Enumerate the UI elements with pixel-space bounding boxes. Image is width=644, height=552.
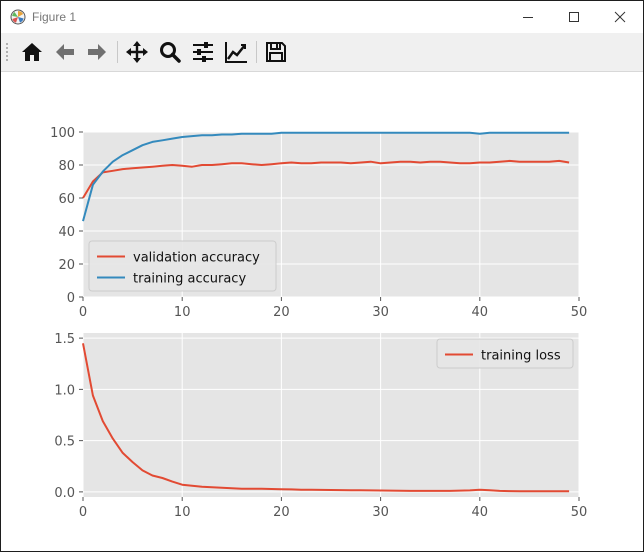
- x-tick-label: 10: [174, 305, 191, 320]
- minimize-button[interactable]: [505, 1, 551, 33]
- arrow-left-icon: [56, 44, 74, 60]
- home-icon: [22, 43, 42, 61]
- move-icon: [126, 41, 148, 63]
- navigation-toolbar: [1, 33, 643, 72]
- zoom-button[interactable]: [156, 38, 184, 66]
- magnifier-icon: [160, 42, 181, 63]
- y-tick-label: 60: [58, 192, 75, 207]
- home-button[interactable]: [18, 38, 46, 66]
- subplot-2: 0 10 20 30 40 50 0.0 0.5 1.0 1.5 training loss: [54, 332, 587, 520]
- edit-axes-button[interactable]: [222, 38, 250, 66]
- back-button[interactable]: [51, 38, 79, 66]
- window-title: Figure 1: [32, 10, 77, 24]
- x-tick-label: 40: [472, 305, 489, 320]
- x-tick-label: 50: [571, 305, 588, 320]
- x-tick-label: 0: [79, 505, 87, 520]
- legend-frame: [88, 240, 277, 292]
- y-tick-label: 0.5: [54, 435, 75, 450]
- figure-canvas[interactable]: 0 10 20 30 40 50 0 20 40 60 80 100 validation accura…: [1, 72, 643, 551]
- x-tick-label: 40: [472, 505, 489, 520]
- maximize-icon: [569, 12, 579, 22]
- toolbar-grip[interactable]: [6, 43, 9, 61]
- y-tick-label: 1.5: [54, 332, 75, 347]
- series-line: [82, 159, 570, 199]
- series-line: [82, 131, 570, 222]
- legend: training loss: [436, 338, 574, 369]
- x-tick-label: 10: [174, 505, 191, 520]
- legend-label: training accuracy: [133, 272, 246, 287]
- series-line: [82, 343, 570, 493]
- y-tick-label: 0: [67, 291, 75, 306]
- matplotlib-logo-icon: [10, 9, 26, 25]
- toolbar-separator: [256, 41, 257, 63]
- sliders-icon: [193, 42, 213, 62]
- toolbar-separator: [117, 41, 118, 63]
- y-tick-label: 100: [50, 126, 75, 141]
- y-tick-label: 1.0: [54, 383, 75, 398]
- floppy-disk-icon: [266, 42, 286, 62]
- x-tick-label: 50: [571, 505, 588, 520]
- close-icon: [614, 11, 626, 23]
- y-tick-label: 0.0: [54, 486, 75, 501]
- y-tick-label: 80: [58, 159, 75, 174]
- legend-label: training loss: [481, 349, 561, 364]
- title-bar[interactable]: Figure 1: [1, 1, 643, 33]
- x-tick-label: 30: [372, 305, 389, 320]
- y-tick-label: 40: [58, 225, 75, 240]
- subplots-button[interactable]: [189, 38, 217, 66]
- y-tick-label: 20: [58, 258, 75, 273]
- legend-label: validation accuracy: [133, 251, 260, 266]
- close-button[interactable]: [597, 1, 643, 33]
- x-tick-label: 0: [79, 305, 87, 320]
- x-tick-label: 20: [273, 305, 290, 320]
- subplot-1: 0 10 20 30 40 50 0 20 40 60 80 100 validation accura…: [50, 126, 587, 320]
- forward-button[interactable]: [83, 38, 111, 66]
- minimize-icon: [523, 17, 533, 18]
- maximize-button[interactable]: [551, 1, 597, 33]
- legend-frame: [436, 338, 574, 369]
- line-chart-icon: [225, 42, 247, 63]
- save-button[interactable]: [262, 38, 290, 66]
- x-tick-label: 20: [273, 505, 290, 520]
- arrow-right-icon: [88, 44, 106, 60]
- x-tick-label: 30: [372, 505, 389, 520]
- legend: validation accuracy training accuracy: [88, 240, 277, 292]
- pan-button[interactable]: [123, 38, 151, 66]
